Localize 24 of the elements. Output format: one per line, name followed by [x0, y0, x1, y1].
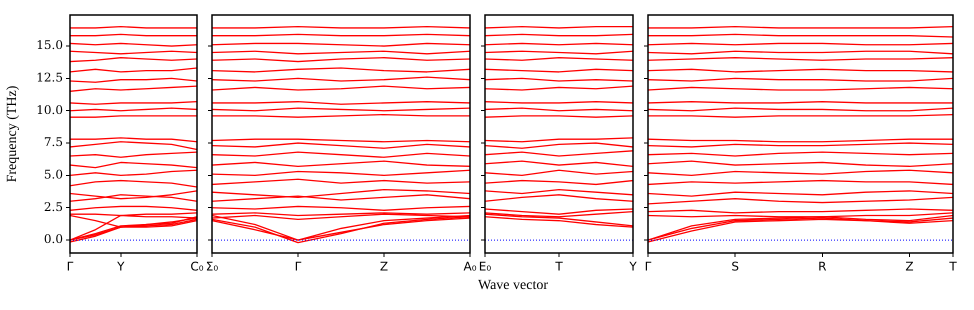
- y-tick-label: 7.5: [44, 135, 63, 150]
- x-tick-label: E₀: [478, 259, 492, 274]
- x-tick-label: T: [948, 259, 958, 274]
- y-tick-label: 12.5: [36, 70, 63, 85]
- x-tick-label: Γ: [644, 259, 652, 274]
- x-tick-label: C₀: [190, 259, 204, 274]
- x-tick-label: Γ: [66, 259, 74, 274]
- x-tick-label: Σ₀: [206, 259, 218, 274]
- x-tick-label: Y: [628, 259, 638, 274]
- x-tick-label: A₀: [463, 259, 477, 274]
- x-tick-label: Z: [905, 259, 914, 274]
- x-tick-label: R: [818, 259, 826, 274]
- x-tick-label: T: [554, 259, 564, 274]
- x-tick-label: Γ: [294, 259, 302, 274]
- y-tick-label: 15.0: [36, 38, 63, 52]
- y-axis-title: Frequency (THz): [5, 85, 20, 182]
- x-axis-title: Wave vector: [477, 278, 549, 294]
- y-tick-label: 0.0: [44, 232, 63, 246]
- x-tick-label: S: [731, 259, 739, 274]
- x-tick-label: Y: [116, 259, 126, 274]
- y-tick-label: 5.0: [44, 168, 63, 182]
- x-tick-label: Z: [380, 259, 388, 274]
- y-tick-label: 10.0: [36, 102, 63, 117]
- y-tick-label: 2.5: [44, 200, 63, 214]
